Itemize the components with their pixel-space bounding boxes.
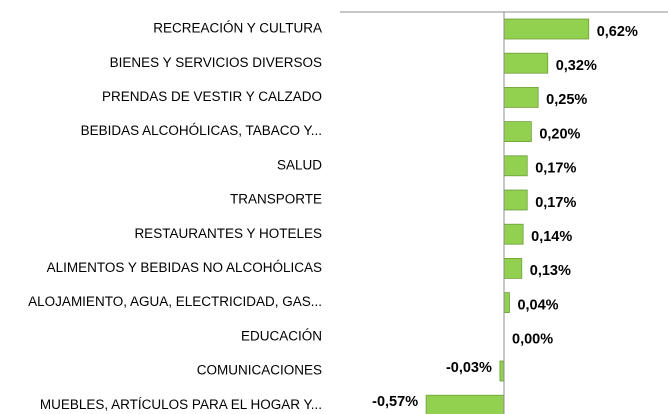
value-label: -0,03% [446, 360, 492, 376]
category-label: MUEBLES, ARTÍCULOS PARA EL HOGAR Y... [40, 397, 322, 412]
value-label: 0,14% [531, 229, 572, 245]
category-label: SALUD [277, 157, 322, 172]
value-label: 0,25% [546, 92, 587, 108]
category-label: RESTAURANTES Y HOTELES [134, 226, 322, 241]
value-label: 0,00% [512, 332, 553, 348]
bar [503, 155, 528, 177]
bar [503, 121, 532, 142]
category-label: PRENDAS DE VESTIR Y CALZADO [102, 89, 322, 104]
value-label: 0,32% [556, 58, 597, 74]
bar [503, 52, 549, 74]
value-label: 0,04% [517, 297, 558, 313]
bar [503, 18, 590, 40]
value-label: -0,57% [372, 394, 418, 410]
value-label: 0,17% [535, 195, 576, 211]
category-label: BIENES Y SERVICIOS DIVERSOS [110, 55, 322, 70]
category-label: TRANSPORTE [230, 192, 322, 207]
bar [503, 189, 528, 211]
category-label: EDUCACIÓN [241, 328, 322, 343]
category-label: COMUNICACIONES [197, 363, 322, 378]
category-label: ALIMENTOS Y BEBIDAS NO ALCOHÓLICAS [47, 260, 322, 275]
bar [503, 292, 510, 314]
value-label: 0,62% [597, 24, 638, 40]
category-label: BEBIDAS ALCOHÓLICAS, TABACO Y... [81, 123, 322, 138]
bar [503, 87, 539, 108]
bar [503, 223, 524, 245]
category-label: RECREACIÓN Y CULTURA [153, 21, 322, 36]
value-label: 0,20% [539, 126, 580, 142]
category-label: ALOJAMIENTO, AGUA, ELECTRICIDAD, GAS... [28, 294, 322, 309]
value-label: 0,17% [535, 161, 576, 177]
bar [499, 360, 505, 382]
value-label: 0,13% [530, 263, 571, 279]
bar [503, 257, 523, 279]
bar [425, 394, 505, 414]
